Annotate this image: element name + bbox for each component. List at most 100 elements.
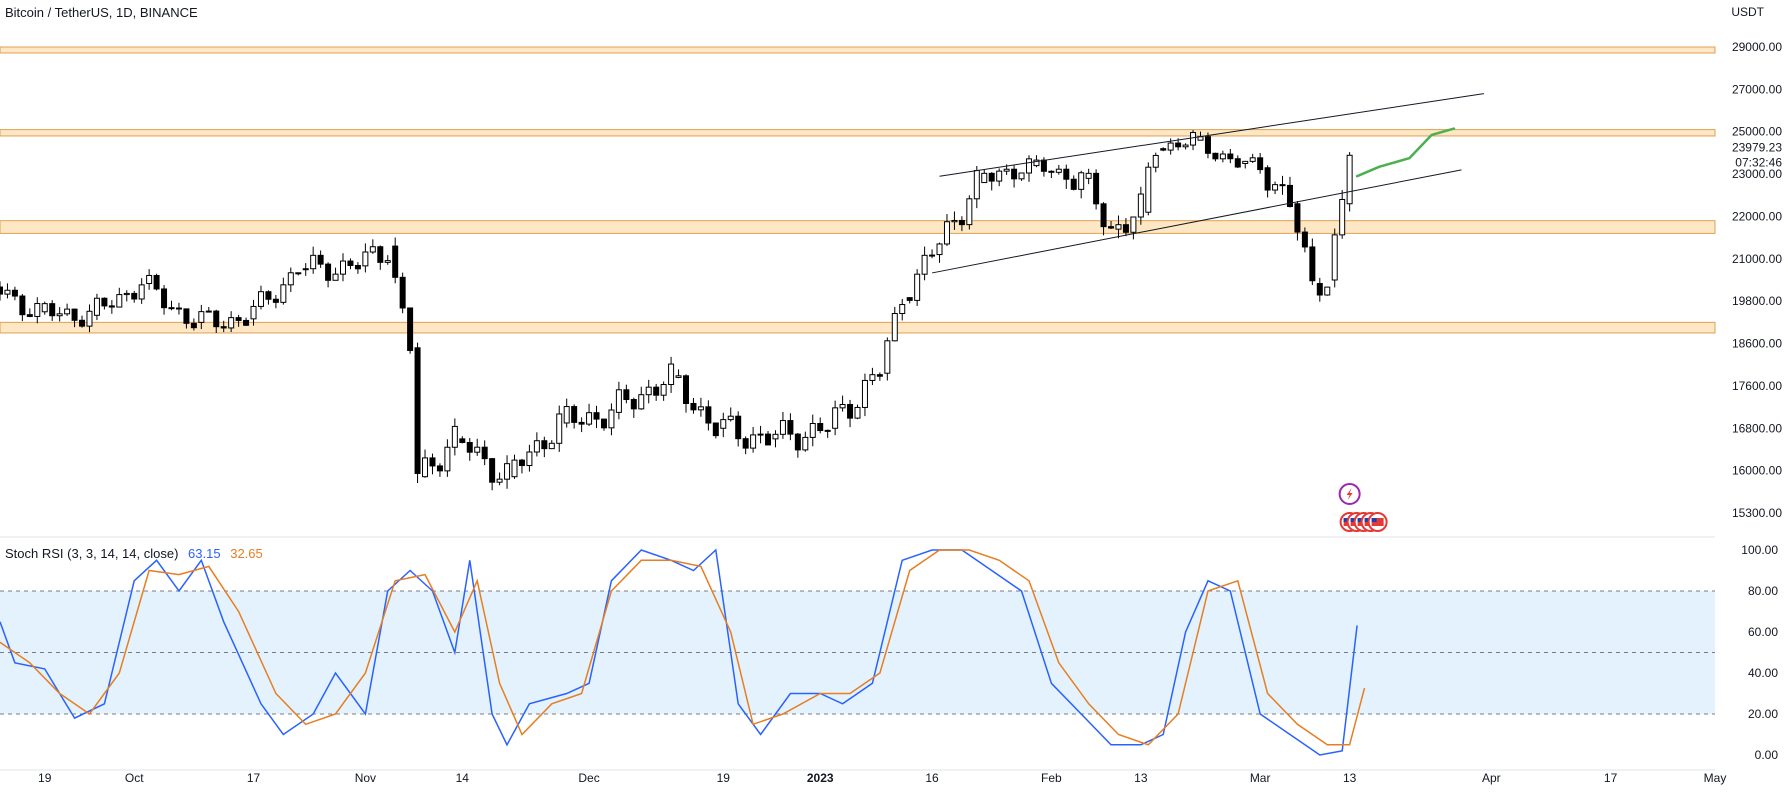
candle — [436, 463, 443, 477]
price-tick-label: 25000.00 — [1732, 125, 1782, 139]
time-tick-label: 19 — [717, 771, 731, 785]
candle — [563, 398, 570, 428]
candle — [1160, 147, 1167, 152]
candle — [205, 307, 212, 313]
candle — [362, 243, 369, 273]
time-tick-label: 2023 — [807, 771, 834, 785]
candle — [399, 272, 406, 314]
projection-path[interactable] — [1355, 127, 1456, 178]
candle — [586, 403, 593, 427]
candle — [1316, 277, 1323, 302]
candle — [19, 293, 26, 322]
candle — [131, 290, 138, 303]
candle — [1063, 164, 1070, 189]
rsi-tick-label: 0.00 — [1755, 748, 1779, 762]
lightning-event-icon[interactable] — [1338, 483, 1361, 505]
candle — [511, 454, 518, 479]
channel-lower-line[interactable] — [931, 169, 1462, 274]
candle — [727, 407, 734, 422]
candle — [1137, 186, 1144, 225]
channel-upper-line[interactable] — [939, 93, 1484, 177]
candle — [459, 436, 466, 444]
candle — [854, 404, 861, 420]
candle — [571, 404, 578, 429]
rsi-tick-label: 20.00 — [1748, 707, 1778, 721]
time-tick-label: 17 — [247, 771, 261, 785]
candle — [615, 381, 622, 420]
price-tick-label: 16000.00 — [1732, 464, 1782, 478]
candle — [593, 405, 600, 429]
candle — [407, 307, 414, 354]
candle — [272, 294, 279, 309]
candle — [1048, 170, 1055, 179]
candle — [41, 301, 48, 315]
candle — [742, 436, 749, 455]
candle — [839, 395, 846, 412]
us-flag-event-icons[interactable] — [1339, 512, 1388, 532]
candle — [653, 383, 660, 401]
candle — [86, 304, 93, 333]
rsi-axis: 100.00 80.00 60.00 40.00 20.00 0.00 — [1741, 543, 1778, 762]
time-tick-label: 16 — [925, 771, 939, 785]
time-tick-label: Apr — [1482, 771, 1501, 785]
candle — [973, 165, 980, 209]
candle — [280, 277, 287, 305]
candle — [1339, 190, 1346, 239]
candle — [675, 369, 682, 379]
candle — [0, 281, 3, 301]
candle — [757, 425, 764, 444]
candle — [1190, 130, 1197, 151]
candle — [332, 267, 339, 281]
stoch-rsi-d-value: 32.65 — [230, 546, 263, 561]
candle — [1100, 202, 1107, 236]
price-tick-label: 18600.00 — [1732, 337, 1782, 351]
time-tick-label: 14 — [456, 771, 470, 785]
time-axis: 19 Oct 17 Nov 14 Dec 19 2023 16 Feb 13 Mar 13 Apr 17 Ma… — [38, 771, 1726, 785]
candle — [384, 255, 391, 265]
rsi-tick-label: 40.00 — [1748, 666, 1778, 680]
candle — [929, 249, 936, 259]
candle — [1242, 160, 1249, 169]
candle — [116, 287, 123, 308]
candle — [683, 374, 689, 413]
candle — [1219, 150, 1226, 163]
candle — [518, 458, 525, 474]
candle — [876, 372, 883, 381]
candle — [966, 195, 973, 230]
candle — [981, 169, 988, 184]
candle — [347, 258, 354, 270]
candle — [79, 315, 86, 328]
candle — [123, 290, 130, 302]
candle — [921, 246, 928, 281]
price-axis: 29000.00 27000.00 25000.00 23000.00 22000.00… — [1732, 40, 1782, 520]
candle — [1122, 218, 1129, 237]
candle — [1152, 152, 1159, 173]
candle — [623, 384, 630, 404]
candle — [354, 262, 361, 274]
candle — [533, 432, 540, 457]
candle — [794, 432, 801, 458]
candle — [1108, 221, 1115, 230]
candle — [526, 444, 533, 472]
candle — [1286, 176, 1293, 208]
candle — [1182, 143, 1189, 150]
candle — [750, 427, 757, 453]
countdown-label: 07:32:46 — [1735, 155, 1782, 169]
price-tick-label: 27000.00 — [1732, 82, 1782, 96]
candle — [190, 318, 197, 331]
candle — [474, 438, 481, 456]
candle — [198, 304, 205, 330]
candle — [504, 455, 511, 489]
support-resistance-zone — [0, 129, 1716, 137]
candle — [1249, 153, 1256, 163]
candle — [161, 285, 168, 315]
time-tick-label: Mar — [1250, 771, 1271, 785]
candle — [1272, 181, 1279, 195]
candle — [265, 290, 272, 305]
candle — [1093, 169, 1100, 210]
candle — [1294, 201, 1301, 241]
candle — [310, 246, 317, 274]
candle — [772, 430, 779, 448]
candle — [809, 414, 816, 447]
